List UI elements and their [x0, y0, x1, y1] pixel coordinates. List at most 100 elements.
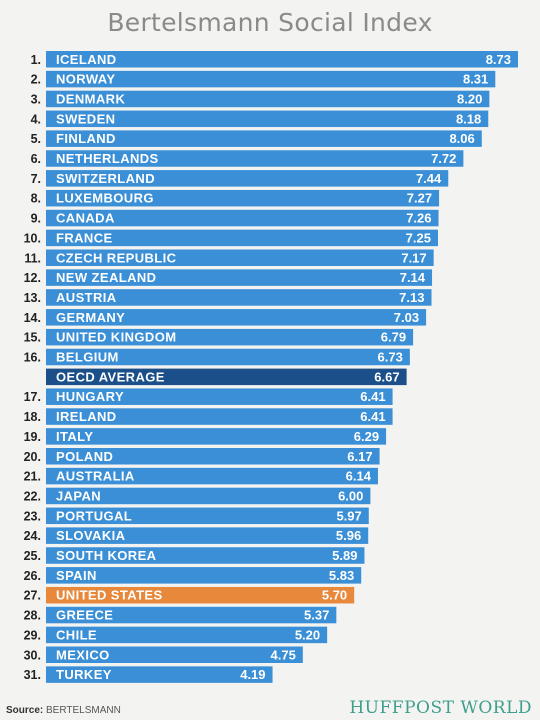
bar-row: 30. MEXICO 4.75: [24, 646, 303, 663]
category-label: GERMANY: [56, 310, 125, 325]
bar: [46, 586, 355, 604]
value-label: 7.14: [400, 270, 426, 285]
value-label: 7.13: [399, 290, 424, 305]
value-label: 6.67: [374, 369, 399, 384]
rank-label: 7.: [31, 172, 41, 186]
rank-label: 26.: [24, 569, 41, 583]
source-label: Source:: [6, 705, 44, 716]
value-label: 8.31: [463, 72, 488, 87]
value-label: 5.96: [336, 528, 361, 543]
bar-row: 5. FINLAND 8.06: [31, 130, 482, 147]
category-label: CANADA: [56, 211, 115, 226]
rank-label: 1.: [31, 53, 41, 67]
bar: [46, 448, 380, 465]
bar: [46, 309, 427, 326]
category-label: AUSTRIA: [56, 290, 117, 305]
rank-label: 8.: [31, 192, 41, 206]
category-label: SWITZERLAND: [56, 171, 155, 186]
bar-row: 25. SOUTH KOREA 5.89: [24, 547, 365, 564]
bar: [46, 666, 273, 683]
bar-row: 18. IRELAND 6.41: [24, 408, 393, 425]
bar: [46, 626, 328, 644]
category-label: FINLAND: [56, 131, 116, 146]
bar-row: 27. UNITED STATES 5.70: [24, 586, 355, 604]
category-label: POLAND: [56, 449, 113, 464]
category-label: SOUTH KOREA: [56, 548, 157, 563]
rank-label: 16.: [24, 351, 41, 365]
category-label: FRANCE: [56, 230, 113, 245]
bar: [46, 606, 337, 624]
value-label: 7.17: [401, 250, 426, 265]
rank-label: 15.: [24, 331, 41, 345]
value-label: 7.25: [406, 230, 431, 245]
bar-row: 7. SWITZERLAND 7.44: [31, 170, 449, 187]
bar-row: 14. GERMANY 7.03: [24, 309, 427, 326]
value-label: 7.27: [407, 191, 432, 206]
category-label: PORTUGAL: [56, 508, 132, 523]
value-label: 5.83: [329, 568, 354, 583]
bar: [46, 567, 362, 584]
value-label: 8.73: [486, 52, 511, 67]
category-label: LUXEMBOURG: [56, 191, 154, 206]
category-label: UNITED STATES: [56, 588, 163, 603]
bar: [46, 170, 449, 187]
bar: [46, 70, 496, 88]
bar: [46, 328, 414, 346]
rank-label: 23.: [24, 509, 41, 523]
bar-row: 10. FRANCE 7.25: [24, 229, 438, 247]
rank-label: 27.: [24, 589, 41, 603]
rank-label: 18.: [24, 410, 41, 424]
bar-row: 2. NORWAY 8.31: [31, 70, 496, 88]
bar: [46, 289, 432, 306]
value-label: 8.06: [449, 131, 474, 146]
value-label: 8.18: [456, 111, 481, 126]
bar-row: 28. GREECE 5.37: [24, 606, 337, 624]
bar-row: 13. AUSTRIA 7.13: [24, 289, 432, 306]
category-label: AUSTRALIA: [56, 469, 135, 484]
bar: [46, 646, 303, 663]
bar-row: 20. POLAND 6.17: [24, 448, 380, 465]
category-label: CHILE: [56, 627, 97, 642]
bar-row: 24. SLOVAKIA 5.96: [24, 527, 369, 544]
bar: [46, 388, 393, 405]
bar: [46, 110, 489, 128]
rank-label: 9.: [31, 212, 41, 226]
value-label: 5.37: [304, 608, 329, 623]
bar-row: 21. AUSTRALIA 6.14: [24, 467, 378, 485]
bar-row: 17. HUNGARY 6.41: [24, 388, 393, 405]
bar: [46, 269, 433, 286]
value-label: 6.14: [346, 469, 372, 484]
bar-row: 15. UNITED KINGDOM 6.79: [24, 328, 414, 346]
bar-row: 8. LUXEMBOURG 7.27: [31, 189, 440, 207]
bar: [46, 51, 518, 68]
bar: [46, 467, 378, 485]
bar: [46, 189, 440, 207]
bar: [46, 487, 371, 505]
value-label: 7.26: [406, 211, 431, 226]
bar-row: 26. SPAIN 5.83: [24, 567, 362, 584]
bar-row: 9. CANADA 7.26: [31, 209, 439, 227]
category-label: SPAIN: [56, 568, 97, 583]
rank-label: 24.: [24, 529, 41, 543]
category-label: BELGIUM: [56, 350, 119, 365]
rank-label: 3.: [31, 92, 41, 106]
value-label: 7.03: [394, 310, 419, 325]
value-label: 6.17: [347, 449, 372, 464]
value-label: 5.97: [336, 508, 361, 523]
bar: [46, 348, 410, 366]
rank-label: 13.: [24, 291, 41, 305]
rank-label: 6.: [31, 152, 41, 166]
bar-row: 19. ITALY 6.29: [24, 428, 387, 445]
category-label: NEW ZEALAND: [56, 270, 156, 285]
source-note: Source: BERTELSMANN: [6, 705, 121, 716]
bar-chart: 1. ICELAND 8.73 2. NORWAY 8.31 3. DENMARK 8.20 4.…: [24, 51, 518, 683]
bar-row: 23. PORTUGAL 5.97: [24, 507, 369, 525]
rank-label: 29.: [24, 628, 41, 642]
bar-row: 3. DENMARK 8.20: [31, 90, 490, 108]
value-label: 6.00: [338, 488, 363, 503]
value-label: 8.20: [457, 91, 482, 106]
bar: [46, 507, 369, 525]
bar-row: OECD AVERAGE 6.67: [46, 368, 407, 386]
value-label: 5.89: [332, 548, 357, 563]
bar-row: 29. CHILE 5.20: [24, 626, 328, 644]
